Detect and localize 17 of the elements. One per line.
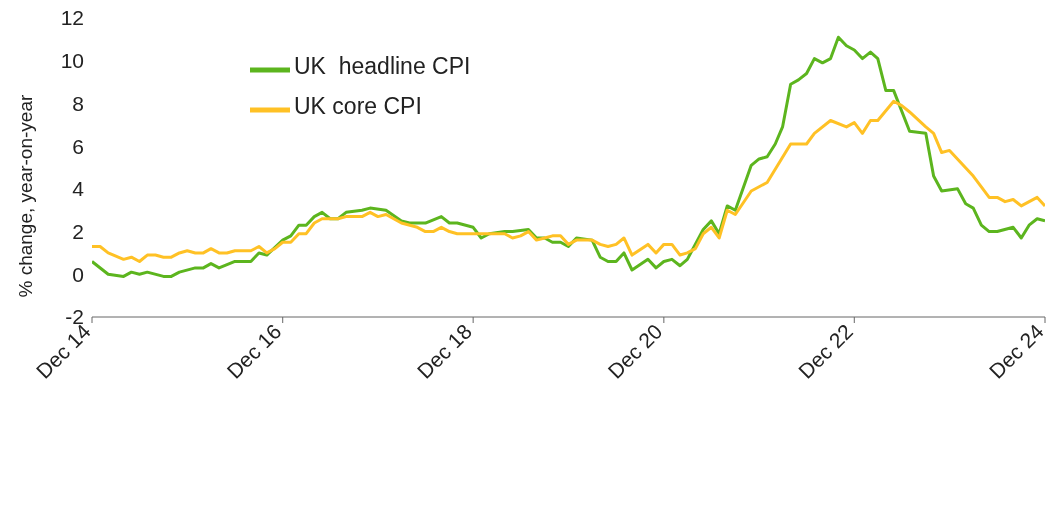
y-tick-label: 12 [60, 6, 84, 30]
y-tick-label: 8 [72, 91, 84, 115]
legend-label: UK core CPI [294, 92, 422, 119]
x-tick-label: Dec 16 [222, 319, 286, 383]
y-tick-label: 10 [60, 49, 84, 73]
x-tick-label: Dec 24 [984, 319, 1049, 383]
y-tick-label: 0 [72, 262, 84, 286]
y-tick-label: 6 [72, 134, 84, 158]
x-tick-label: Dec 22 [793, 319, 858, 383]
line-series [92, 35, 1045, 278]
y-tick-label: 2 [72, 220, 84, 244]
y-tick-label: 4 [72, 177, 85, 201]
x-tick-label: Dec 18 [412, 319, 476, 383]
line-series [92, 99, 1045, 263]
y-axis-title: % change, year-on-year [14, 94, 36, 298]
x-tick-label: Dec 20 [603, 319, 667, 383]
legend-label: UK headline CPI [294, 52, 471, 79]
